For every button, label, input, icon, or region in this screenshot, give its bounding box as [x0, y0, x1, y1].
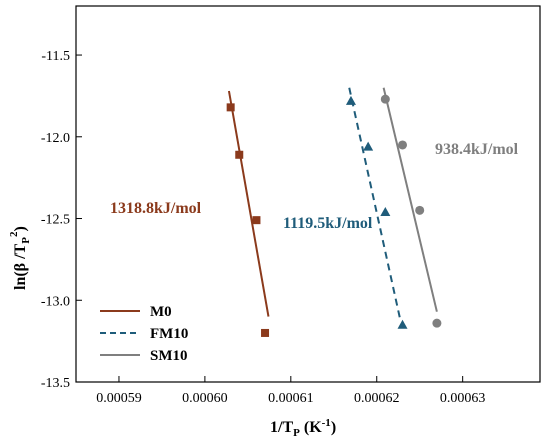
- series-layer: [226, 87, 442, 337]
- axis-ticks: 0.00059 0.00060 0.00061 0.00062 0.00063 -11.5…: [41, 49, 486, 406]
- y-tick-label: -11.5: [41, 49, 70, 64]
- x-tick-label: 0.00061: [268, 391, 314, 406]
- y-tick-label: -13.0: [41, 294, 70, 309]
- y-tick-label: -13.5: [41, 376, 70, 391]
- legend-label-sm10: SM10: [150, 348, 188, 364]
- point-sm10: [380, 94, 390, 104]
- point-m0: [226, 103, 235, 112]
- annotation-sm10: 938.4kJ/mol: [435, 141, 519, 158]
- y-tick-label: -12.0: [41, 131, 70, 146]
- annotation-m0: 1318.8kJ/mol: [110, 200, 202, 217]
- fit-line-m0: [227, 90, 270, 317]
- legend-label-m0: M0: [150, 304, 172, 320]
- plot-frame: [75, 5, 541, 383]
- x-tick-label: 0.00063: [440, 391, 486, 406]
- x-tick-label: 0.00062: [354, 391, 400, 406]
- point-m0: [261, 328, 270, 337]
- fit-line-sm10: [382, 87, 438, 312]
- point-sm10: [398, 140, 408, 150]
- point-fm10: [345, 95, 356, 105]
- point-fm10: [363, 141, 374, 151]
- point-fm10: [380, 206, 391, 216]
- point-m0: [235, 150, 244, 159]
- point-fm10: [397, 319, 408, 329]
- x-axis-title: 1/TP (K-1): [270, 417, 336, 439]
- x-tick-label: 0.00060: [182, 391, 228, 406]
- fit-line-fm10: [348, 87, 401, 319]
- legend-label-fm10: FM10: [150, 326, 188, 342]
- y-axis-title: ln(β /TP2): [8, 226, 32, 290]
- annotation-fm10: 1119.5kJ/mol: [283, 215, 373, 232]
- x-tick-label: 0.00059: [96, 391, 142, 406]
- legend: M0 FM10 SM10: [100, 304, 188, 364]
- point-sm10: [415, 205, 425, 215]
- y-tick-label: -12.5: [41, 213, 70, 228]
- point-sm10: [432, 318, 442, 328]
- point-m0: [252, 216, 261, 225]
